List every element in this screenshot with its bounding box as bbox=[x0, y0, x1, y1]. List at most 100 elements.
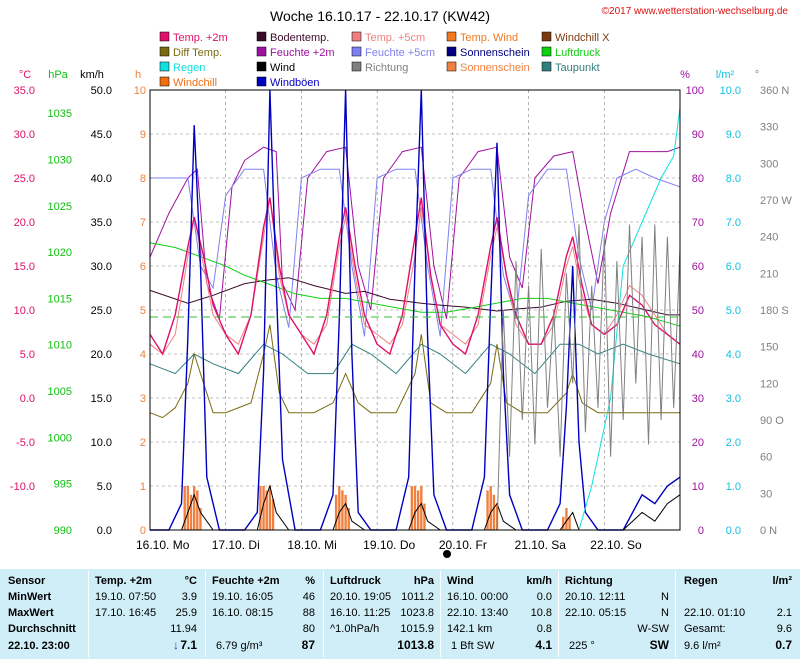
direction-max-time: 22.10. 05:15 bbox=[565, 607, 627, 619]
temp-header: Temp. +2m bbox=[95, 575, 152, 587]
tick-direction: 270 W bbox=[760, 195, 792, 207]
axis-unit-pressure: hPa bbox=[48, 69, 68, 81]
sunshine-bar bbox=[259, 486, 262, 530]
tick-wind: 50.0 bbox=[91, 85, 112, 97]
tick-pressure: 1035 bbox=[48, 108, 72, 120]
sensor-avg: Durchschnitt bbox=[8, 623, 76, 635]
sunshine-bar bbox=[334, 494, 338, 530]
legend-swatch-regen bbox=[159, 61, 170, 72]
direction-header: Richtung bbox=[565, 575, 613, 587]
wind-max-time: 22.10. 13:40 bbox=[447, 607, 509, 619]
tick-direction: 300 bbox=[760, 158, 778, 170]
axis-unit-rain: l/m² bbox=[716, 69, 735, 81]
tick-temp: 0.0 bbox=[20, 393, 35, 405]
tick-wind: 45.0 bbox=[91, 129, 112, 141]
legend-label-sonnenschein: Sonnenschein bbox=[460, 47, 530, 59]
tick-rain: 2.0 bbox=[726, 437, 741, 449]
direction-min-val: N bbox=[661, 591, 669, 603]
sensor-now: 22.10. 23:00 bbox=[8, 640, 70, 652]
sunshine-bar bbox=[347, 508, 350, 530]
sunshine-bar bbox=[420, 486, 423, 530]
temp-avg: 11.94 bbox=[170, 623, 197, 635]
tick-sun: 6 bbox=[140, 261, 146, 273]
axis-ticks: 35.030.025.020.015.010.05.00.0-5.0-10.05… bbox=[10, 85, 792, 537]
tick-rain: 3.0 bbox=[726, 393, 741, 405]
stats-pressure: Luftdruck hPa 20.10. 19:05 1011.2 16.10.… bbox=[324, 569, 440, 659]
tick-pressure: 1025 bbox=[48, 201, 72, 213]
pressure-avg: 1015.9 bbox=[400, 623, 434, 635]
humidity-header: Feuchte +2m bbox=[212, 575, 280, 587]
tick-pressure: 1010 bbox=[48, 340, 72, 352]
statistics-panel: Sensor MinWert MaxWert Durchschnitt 22.1… bbox=[0, 569, 800, 659]
tick-humidity: 30 bbox=[692, 393, 704, 405]
plot-border bbox=[149, 89, 681, 531]
axis-unit-wind: km/h bbox=[80, 69, 104, 81]
legend-label-sonnenschein: Sonnenschein bbox=[460, 62, 530, 74]
temp-unit: °C bbox=[184, 575, 197, 587]
pressure-min-val: 1011.2 bbox=[401, 591, 434, 603]
legend-label-taupunkt: Taupunkt bbox=[555, 62, 600, 74]
tick-direction: 360 N bbox=[760, 85, 789, 97]
pressure-unit: hPa bbox=[413, 575, 434, 587]
legend-label-regen: Regen bbox=[173, 62, 205, 74]
sunshine-bar bbox=[341, 490, 344, 530]
rain-total-label: Gesamt: bbox=[684, 623, 726, 635]
tick-sun: 3 bbox=[140, 393, 146, 405]
tick-temp: 35.0 bbox=[14, 85, 35, 97]
axis-unit-humidity: % bbox=[680, 69, 690, 81]
tick-temp: 25.0 bbox=[14, 173, 35, 185]
tick-rain: 9.0 bbox=[726, 129, 741, 141]
tick-pressure: 1015 bbox=[48, 293, 72, 305]
rain-rate: 9.6 l/m² bbox=[684, 640, 721, 652]
sunshine-bar bbox=[196, 490, 199, 530]
chart-legend: Temp. +2m Bodentemp. Temp. +5cm Temp. Wind W… bbox=[159, 31, 610, 89]
direction-avg: W-SW bbox=[637, 623, 669, 635]
chart-title: Woche 16.10.17 - 22.10.17 (KW42) bbox=[270, 8, 490, 24]
tick-sun: 7 bbox=[140, 217, 146, 229]
legend-label-temp-2m: Temp. +2m bbox=[173, 32, 228, 44]
stats-temp: Temp. +2m °C 19.10. 07:50 3.9 17.10. 16:… bbox=[89, 569, 205, 659]
tick-rain: 8.0 bbox=[726, 173, 741, 185]
sunshine-bar bbox=[416, 490, 420, 530]
series-richtung bbox=[150, 224, 681, 531]
pressure-now: 1013.8 bbox=[397, 638, 434, 652]
direction-max-val: N bbox=[661, 607, 669, 619]
series-feuchte-5cm bbox=[150, 168, 681, 337]
pressure-trend: ^1.0hPa/h bbox=[330, 623, 380, 635]
wind-bft: 1 Bft SW bbox=[451, 640, 495, 652]
tick-sun: 1 bbox=[140, 481, 146, 493]
legend-swatch-wind bbox=[256, 61, 267, 72]
pressure-max-val: 1023.8 bbox=[400, 607, 434, 619]
legend-label-diff-temp: Diff Temp. bbox=[173, 47, 222, 59]
wind-header: Wind bbox=[447, 575, 474, 587]
legend-label-wind: Wind bbox=[270, 62, 295, 74]
tick-direction: 60 bbox=[760, 452, 772, 464]
humidity-min-val: 46 bbox=[302, 591, 315, 603]
tick-pressure: 1030 bbox=[48, 154, 72, 166]
direction-deg: 225 ° bbox=[569, 640, 595, 652]
tick-direction: 180 S bbox=[760, 305, 789, 317]
sunshine-bar bbox=[183, 486, 186, 530]
legend-swatch-temp-5cm bbox=[351, 31, 362, 42]
sunshine-bar bbox=[338, 486, 341, 530]
tick-rain: 7.0 bbox=[726, 217, 741, 229]
tick-direction: 240 bbox=[760, 232, 778, 244]
wind-avg: 0.8 bbox=[536, 623, 552, 635]
direction-now: SW bbox=[649, 638, 669, 652]
tick-rain: 6.0 bbox=[726, 261, 741, 273]
tick-sun: 8 bbox=[140, 173, 146, 185]
wind-distance: 142.1 km bbox=[447, 623, 493, 635]
tick-direction: 0 N bbox=[760, 525, 777, 537]
humidity-avg: 80 bbox=[302, 623, 315, 635]
tick-direction: 150 bbox=[760, 342, 778, 354]
tick-pressure: 995 bbox=[54, 479, 72, 491]
legend-swatch-windchill-x bbox=[541, 31, 552, 42]
sunshine-bar bbox=[192, 486, 196, 530]
wind-max-val: 10.8 bbox=[530, 607, 552, 619]
x-label: 18.10. Mi bbox=[287, 538, 336, 552]
pressure-header: Luftdruck bbox=[330, 575, 381, 587]
wind-unit: km/h bbox=[526, 575, 552, 587]
rain-header: Regen bbox=[684, 575, 718, 587]
tick-sun: 0 bbox=[140, 525, 146, 537]
legend-swatch-diff-temp bbox=[159, 46, 170, 57]
